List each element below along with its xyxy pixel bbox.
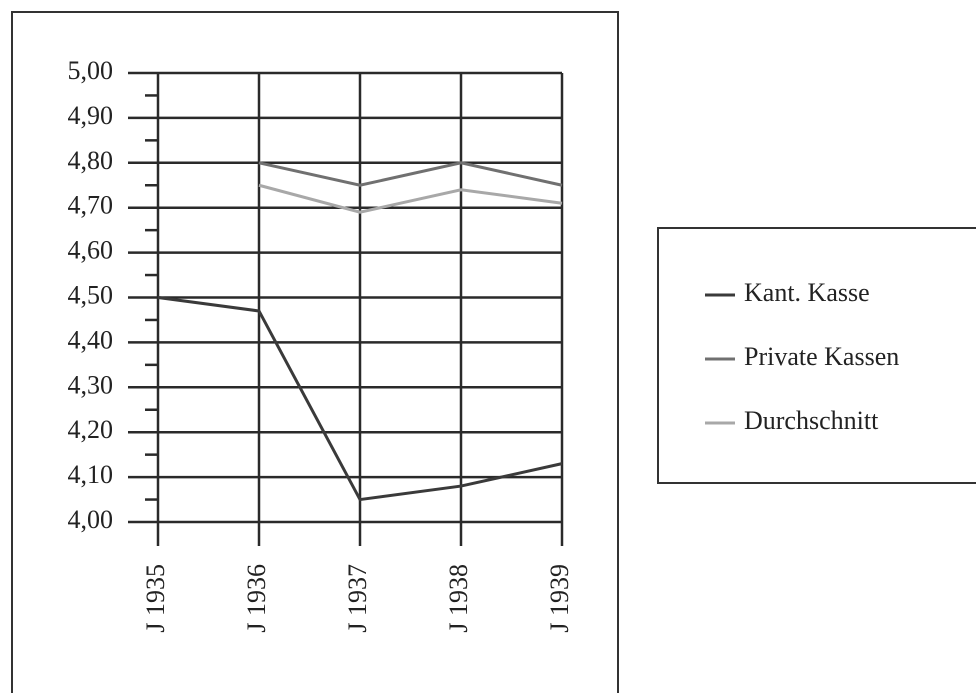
- y-tick-label: 4,00: [68, 505, 114, 534]
- y-tick-label: 4,90: [68, 101, 114, 130]
- y-tick-label: 4,40: [68, 325, 114, 354]
- x-tick-label: J 1938: [444, 564, 473, 633]
- y-tick-label: 4,30: [68, 370, 114, 399]
- series-line: [258, 183, 563, 214]
- legend-label: Private Kassen: [744, 342, 899, 371]
- y-tick-label: 4,70: [68, 191, 114, 220]
- legend-frame: [657, 227, 976, 484]
- legend-label: Kant. Kasse: [744, 278, 870, 307]
- y-tick-label: 4,50: [68, 280, 114, 309]
- chart-frame: [11, 11, 619, 693]
- x-tick-label: J 1937: [343, 564, 372, 633]
- x-tick-label: J 1939: [545, 564, 574, 633]
- x-tick-label: J 1936: [242, 564, 271, 633]
- y-tick-label: 4,10: [68, 460, 114, 489]
- y-tick-label: 5,00: [68, 56, 114, 85]
- series-line: [157, 296, 563, 502]
- legend-label: Durchschnitt: [744, 406, 879, 435]
- y-tick-label: 4,20: [68, 415, 114, 444]
- x-tick-label: J 1935: [141, 564, 170, 633]
- y-tick-label: 4,60: [68, 236, 114, 265]
- y-tick-label: 4,80: [68, 146, 114, 175]
- series-line: [258, 161, 563, 187]
